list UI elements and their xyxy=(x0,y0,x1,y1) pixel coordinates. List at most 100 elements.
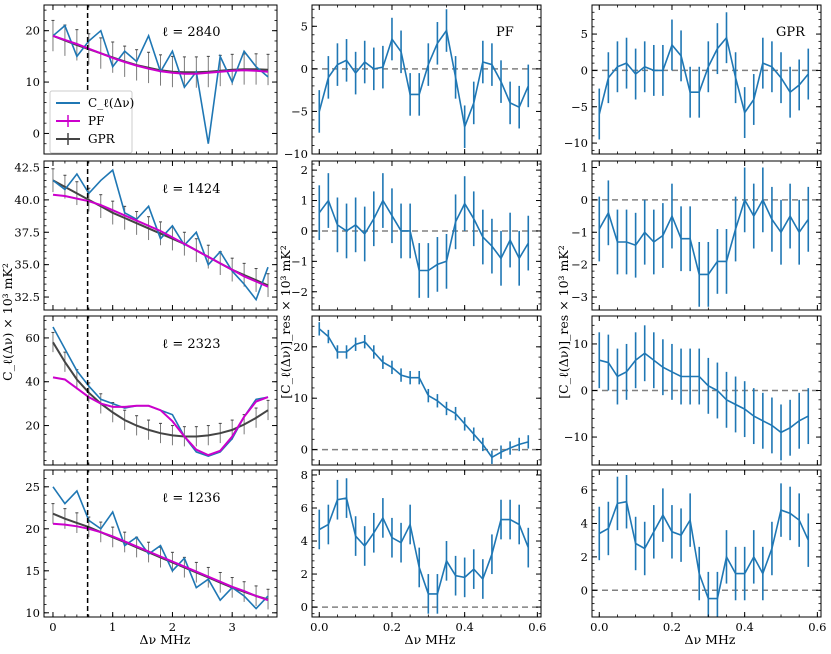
y-tick-label: 32.5 xyxy=(14,290,40,304)
plot-area xyxy=(51,5,270,154)
plot-area xyxy=(312,478,541,614)
axes-frame xyxy=(311,315,542,466)
plot-area xyxy=(312,322,541,464)
x-tick-label: 0.0 xyxy=(590,620,608,634)
residual-line xyxy=(598,500,810,600)
panel-r0-c0: 0 10 20 ℓ = 2840 xyxy=(25,4,278,155)
panel-annotation: ℓ = 1424 xyxy=(162,182,220,197)
y-tick-label: 42.5 xyxy=(14,160,40,174)
panel-r2-c1: 0 10 20 xyxy=(293,315,542,466)
x-tick-label: 1 xyxy=(109,620,116,634)
y-axis-label-right: [C_ℓ(Δν)]_res × 10³ mK² xyxy=(556,245,571,399)
y-axis-label-left: C_ℓ(Δν) × 10³ mK² xyxy=(0,263,15,381)
legend: C_ℓ(Δν) PF GPR xyxy=(49,90,134,154)
residual-line xyxy=(318,497,530,595)
residual-line xyxy=(598,197,809,276)
y-tick-label: −3 xyxy=(571,290,588,304)
panel-annotation: ℓ = 1236 xyxy=(162,491,220,506)
y-tick-label: −5 xyxy=(571,100,588,114)
panel-annotation: ℓ = 2840 xyxy=(162,25,220,40)
legend-gpr-label: GPR xyxy=(88,132,116,146)
y-tick-label: −1 xyxy=(571,225,588,239)
panel-r3-c1: 0.0 0.2 0.4 0.6 0 2 4 6 8 xyxy=(301,468,547,634)
plot-area xyxy=(592,475,821,617)
y-tick-label: 0 xyxy=(581,583,588,597)
panel-r1-c0: 32.5 35.0 37.5 40.0 42.5 ℓ = 1424 xyxy=(14,160,278,311)
pf-fit-line xyxy=(52,193,269,288)
x-axis-label-left: Δν MHz xyxy=(140,632,191,647)
y-tick-label: 40.0 xyxy=(14,193,40,207)
plot-area xyxy=(312,173,541,298)
y-tick-label: −10 xyxy=(564,430,588,444)
panel-r3-c0: 0 1 2 3 10 15 20 25 ℓ = 1236 xyxy=(25,469,278,634)
plot-area xyxy=(51,161,270,310)
panel-r1-c2: −3 −2 −1 0 1 xyxy=(571,160,822,311)
legend-frame xyxy=(49,90,133,154)
panel-r3-c2: 0.0 0.2 0.4 0.6 0 2 4 6 xyxy=(581,469,827,634)
legend-pf-label: PF xyxy=(88,114,104,128)
y-tick-label: 0 xyxy=(581,63,588,77)
y-tick-label: 10 xyxy=(573,337,588,351)
y-tick-label: 0 xyxy=(301,62,308,76)
y-tick-label: 8 xyxy=(301,468,308,482)
x-tick-label: 3 xyxy=(229,620,236,634)
x-tick-label: 0.2 xyxy=(663,620,681,634)
y-tick-label: 1 xyxy=(301,194,308,208)
x-tick-label: 0.2 xyxy=(383,620,401,634)
y-tick-label: −2 xyxy=(571,258,588,272)
panel-r2-c2: −10 0 10 xyxy=(564,315,822,466)
y-tick-label: −10 xyxy=(284,147,308,161)
x-tick-label: 0.0 xyxy=(310,620,328,634)
axes-frame xyxy=(311,469,542,618)
x-tick-label: 0.4 xyxy=(456,620,474,634)
pf-fit-line xyxy=(52,376,269,457)
cl-data-line xyxy=(52,168,269,302)
axes-frame xyxy=(311,160,542,311)
y-axis-label-middle: [C_ℓ(Δν)]_res × 10³ mK² xyxy=(278,245,293,399)
plot-area xyxy=(592,325,821,461)
y-tick-label: 10 xyxy=(25,75,40,89)
gpr-fit-line xyxy=(52,341,269,438)
axes-frame xyxy=(591,4,822,155)
pf-fit-line xyxy=(52,34,269,75)
y-tick-label: 6 xyxy=(301,501,308,515)
y-tick-label: −1 xyxy=(291,254,308,268)
x-tick-label: 0.6 xyxy=(808,620,826,634)
x-axis-label-right: Δν MHz xyxy=(685,632,736,647)
x-tick-label: 0.6 xyxy=(528,620,546,634)
x-tick-label: 0.4 xyxy=(736,620,754,634)
y-tick-label: −5 xyxy=(291,104,308,118)
y-tick-label: 0 xyxy=(581,193,588,207)
y-tick-label: 0 xyxy=(581,384,588,398)
y-tick-label: 2 xyxy=(301,163,308,177)
legend-cl-label: C_ℓ(Δν) xyxy=(88,96,134,110)
y-tick-label: 10 xyxy=(25,606,40,620)
y-tick-label: 0 xyxy=(301,443,308,457)
residual-line xyxy=(598,35,809,115)
x-axis-label-middle: Δν MHz xyxy=(405,632,456,647)
y-tick-label: 2 xyxy=(301,567,308,581)
x-tick-label: 2 xyxy=(169,620,176,634)
y-tick-label: −10 xyxy=(564,136,588,150)
y-tick-label: 0 xyxy=(33,126,40,140)
y-tick-label: −2 xyxy=(291,285,308,299)
y-tick-label: 4 xyxy=(301,534,308,548)
y-tick-label: 40 xyxy=(25,375,40,389)
y-tick-label: 60 xyxy=(25,331,40,345)
y-tick-label: 5 xyxy=(301,19,308,33)
pf-fit-line xyxy=(52,522,269,602)
residual-line xyxy=(599,352,809,434)
panel-annotation: ℓ = 2323 xyxy=(162,337,220,352)
y-tick-label: 10 xyxy=(293,391,308,405)
residual-line xyxy=(318,328,529,459)
plot-area xyxy=(51,470,270,617)
y-tick-label: 37.5 xyxy=(14,225,40,239)
panel-r0-c2: −10 −5 0 5 GPR xyxy=(564,4,822,155)
y-tick-label: 2 xyxy=(581,550,588,564)
panel-r0-c1: −10 −5 0 5 PF xyxy=(284,4,542,161)
axes-frame xyxy=(591,160,822,311)
y-tick-label: 20 xyxy=(293,340,308,354)
axes-frame xyxy=(311,4,542,155)
